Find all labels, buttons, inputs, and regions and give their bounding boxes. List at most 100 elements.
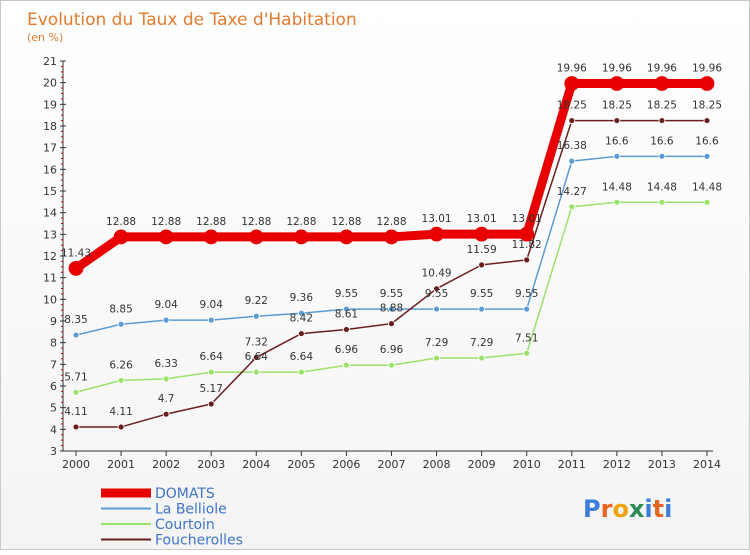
data-point-la-belliole [433,305,440,313]
data-label-foucherolles: 7.32 [245,336,268,348]
data-label-la-belliole: 9.55 [425,288,448,300]
data-point-domats [113,229,129,245]
y-tick-label: 7 [50,358,57,371]
data-label-courtoin: 7.51 [515,332,538,344]
data-label-courtoin: 6.64 [200,351,224,363]
data-point-domats [68,260,84,276]
x-tick-label: 2003 [197,458,225,471]
y-tick-label: 9 [50,315,57,328]
data-label-la-belliole: 16.6 [650,135,674,147]
data-label-domats: 19.96 [602,63,632,75]
data-point-domats [158,229,174,245]
data-label-la-belliole: 9.22 [245,295,268,307]
data-label-courtoin: 5.71 [64,371,87,383]
y-tick-label: 12 [43,250,57,263]
data-label-domats: 12.88 [106,216,136,228]
data-point-courtoin [613,198,621,206]
y-tick-label: 10 [43,293,57,306]
data-point-domats [474,226,490,242]
data-point-foucherolles [252,353,260,361]
data-label-courtoin: 14.27 [557,186,587,198]
data-label-la-belliole: 9.04 [154,299,178,311]
data-label-la-belliole: 16.38 [557,140,587,152]
legend-label: Foucherolles [155,533,243,549]
legend-label: Courtoin [155,517,215,533]
data-label-domats: 12.88 [241,216,271,228]
data-label-domats: 13.01 [422,213,452,225]
data-point-domats [384,229,399,245]
data-point-foucherolles [478,261,486,269]
data-point-la-belliole [162,316,170,324]
data-label-courtoin: 6.96 [335,344,359,356]
data-label-foucherolles: 11.82 [512,239,542,251]
data-point-domats [654,76,670,91]
y-tick-label: 11 [43,272,57,285]
y-tick-label: 8 [50,337,57,350]
data-point-foucherolles [72,423,80,431]
data-point-foucherolles [613,117,621,124]
data-point-courtoin [117,376,125,384]
x-tick-label: 2013 [648,458,676,471]
data-label-courtoin: 7.29 [470,337,493,349]
data-label-la-belliole: 9.55 [515,288,538,300]
data-point-courtoin [162,375,170,383]
y-tick-label: 20 [43,77,57,90]
data-label-la-belliole: 16.6 [605,135,629,147]
data-label-courtoin: 6.64 [245,351,269,363]
y-tick-label: 19 [43,98,57,111]
legend-label: La Belliole [155,502,227,518]
x-tick-label: 2008 [423,458,451,471]
data-point-domats [429,226,444,242]
proxiti-logo: Proxiti [583,495,672,523]
series-line-foucherolles [76,119,707,428]
data-label-la-belliole: 9.36 [290,292,314,304]
data-label-domats: 11.43 [61,247,91,259]
data-label-la-belliole: 8.85 [109,303,132,315]
data-label-foucherolles: 4.11 [109,406,132,418]
data-label-foucherolles: 8.42 [290,313,313,325]
data-label-foucherolles: 18.25 [647,100,677,112]
logo-letter: i [644,495,652,523]
x-tick-label: 2005 [287,458,315,471]
x-tick-label: 2010 [513,458,541,471]
data-point-domats [203,229,219,245]
y-tick-label: 14 [43,207,57,220]
data-point-courtoin [207,368,215,376]
data-point-domats [699,76,715,91]
data-point-la-belliole [207,316,215,324]
data-label-domats: 12.88 [376,216,406,228]
data-label-domats: 12.88 [151,216,181,228]
data-point-domats [564,76,580,91]
data-point-foucherolles [703,117,711,124]
x-tick-label: 2009 [468,458,496,471]
data-label-la-belliole: 9.55 [335,288,358,300]
logo-letter: r [601,495,613,523]
series-lines [68,76,715,431]
data-point-foucherolles [117,423,125,431]
data-point-la-belliole [388,305,395,313]
x-tick-label: 2007 [378,458,406,471]
data-labels: 8.35 8.85 9.04 9.04 9.22 9.36 9.55 9.55 9.55 9.55… [61,63,722,418]
data-label-foucherolles: 5.17 [200,383,223,395]
data-point-la-belliole [297,309,305,317]
data-point-domats [519,226,535,242]
data-label-courtoin: 7.29 [425,337,448,349]
data-point-la-belliole [117,320,125,328]
data-label-la-belliole: 9.55 [380,288,403,300]
legend-label: DOMATS [155,486,215,502]
logo-letter: i [664,495,672,523]
data-label-courtoin: 6.64 [290,351,314,363]
data-point-la-belliole [343,305,350,313]
data-label-domats: 13.01 [512,213,542,225]
data-label-foucherolles: 8.88 [380,303,403,315]
data-point-la-belliole [478,305,486,313]
chart-subtitle: (en %) [27,31,63,44]
data-point-courtoin [658,198,666,206]
data-point-courtoin [568,203,576,211]
data-label-foucherolles: 18.25 [602,100,632,112]
data-point-la-belliole [658,152,666,160]
x-tick-label: 2004 [242,458,270,471]
data-point-courtoin [703,198,711,206]
